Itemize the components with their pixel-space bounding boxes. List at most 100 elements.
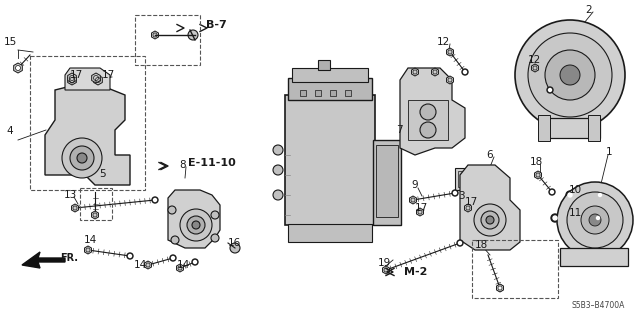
Circle shape xyxy=(17,66,19,70)
Text: 2: 2 xyxy=(586,5,592,15)
Polygon shape xyxy=(13,63,22,73)
Text: FR.: FR. xyxy=(60,253,78,263)
Circle shape xyxy=(499,286,502,290)
Text: 17: 17 xyxy=(101,70,115,80)
Polygon shape xyxy=(22,252,65,268)
Circle shape xyxy=(549,189,555,195)
Text: 16: 16 xyxy=(227,238,241,248)
Circle shape xyxy=(481,211,499,229)
Polygon shape xyxy=(383,266,390,274)
Polygon shape xyxy=(431,68,438,76)
Circle shape xyxy=(127,253,133,259)
Circle shape xyxy=(70,146,94,170)
Circle shape xyxy=(457,240,463,246)
Circle shape xyxy=(230,243,240,253)
Circle shape xyxy=(547,87,553,93)
Text: 14: 14 xyxy=(177,260,189,270)
Circle shape xyxy=(463,70,467,73)
Polygon shape xyxy=(447,76,454,84)
Circle shape xyxy=(170,255,176,261)
Circle shape xyxy=(154,198,157,202)
Circle shape xyxy=(486,216,494,224)
Circle shape xyxy=(596,217,600,219)
Text: 18: 18 xyxy=(474,240,488,250)
Bar xyxy=(472,240,558,298)
Circle shape xyxy=(168,206,176,214)
Text: 17: 17 xyxy=(465,197,477,207)
Bar xyxy=(300,90,306,96)
Polygon shape xyxy=(177,264,184,272)
Text: 17: 17 xyxy=(414,203,428,213)
Bar xyxy=(135,15,200,65)
Circle shape xyxy=(129,255,131,257)
Text: 12: 12 xyxy=(527,55,541,65)
Polygon shape xyxy=(45,85,130,185)
Bar xyxy=(292,68,368,82)
Bar xyxy=(345,90,351,96)
Bar xyxy=(288,78,372,100)
Text: 19: 19 xyxy=(378,258,390,268)
Bar xyxy=(408,100,448,140)
Polygon shape xyxy=(400,68,465,155)
Polygon shape xyxy=(497,284,504,292)
Polygon shape xyxy=(465,204,472,212)
Circle shape xyxy=(557,182,633,258)
Circle shape xyxy=(188,30,198,40)
Circle shape xyxy=(152,197,158,203)
Circle shape xyxy=(62,138,102,178)
Circle shape xyxy=(458,241,461,244)
Polygon shape xyxy=(168,190,220,248)
Circle shape xyxy=(454,191,456,195)
Circle shape xyxy=(193,261,196,263)
Polygon shape xyxy=(152,31,159,39)
Polygon shape xyxy=(92,73,100,83)
Bar xyxy=(315,90,321,96)
Circle shape xyxy=(515,20,625,130)
Text: 14: 14 xyxy=(133,260,147,270)
Text: 15: 15 xyxy=(3,37,17,47)
Text: M-2: M-2 xyxy=(404,267,428,277)
Circle shape xyxy=(420,122,436,138)
Circle shape xyxy=(273,145,283,155)
Text: 14: 14 xyxy=(83,235,97,245)
Circle shape xyxy=(187,216,205,234)
Circle shape xyxy=(568,193,572,197)
Circle shape xyxy=(597,192,603,198)
Bar xyxy=(458,171,480,187)
Polygon shape xyxy=(417,208,424,216)
Bar xyxy=(540,118,600,138)
Bar xyxy=(330,90,336,96)
Circle shape xyxy=(171,236,179,244)
Text: 12: 12 xyxy=(436,37,450,47)
Circle shape xyxy=(598,194,602,197)
Text: 4: 4 xyxy=(6,126,13,136)
Polygon shape xyxy=(68,73,76,83)
Polygon shape xyxy=(65,68,110,90)
Bar xyxy=(455,168,483,190)
Polygon shape xyxy=(412,68,419,76)
Polygon shape xyxy=(460,165,520,250)
Text: 8: 8 xyxy=(180,160,186,170)
Circle shape xyxy=(595,215,601,221)
Polygon shape xyxy=(534,171,541,179)
Circle shape xyxy=(77,153,87,163)
Bar xyxy=(285,95,375,225)
Circle shape xyxy=(545,50,595,100)
Bar xyxy=(288,224,372,242)
Text: 13: 13 xyxy=(63,190,77,200)
Text: 10: 10 xyxy=(568,185,582,195)
Polygon shape xyxy=(72,204,79,212)
Circle shape xyxy=(273,190,283,200)
Circle shape xyxy=(180,209,212,241)
Text: 17: 17 xyxy=(69,70,83,80)
Polygon shape xyxy=(532,64,538,72)
Text: 3: 3 xyxy=(458,191,464,201)
Circle shape xyxy=(589,214,601,226)
Text: 5: 5 xyxy=(100,169,106,179)
Text: 18: 18 xyxy=(529,157,543,167)
Circle shape xyxy=(553,216,557,220)
Circle shape xyxy=(548,88,552,92)
Circle shape xyxy=(551,214,559,222)
Circle shape xyxy=(581,206,609,234)
Bar xyxy=(318,60,330,70)
